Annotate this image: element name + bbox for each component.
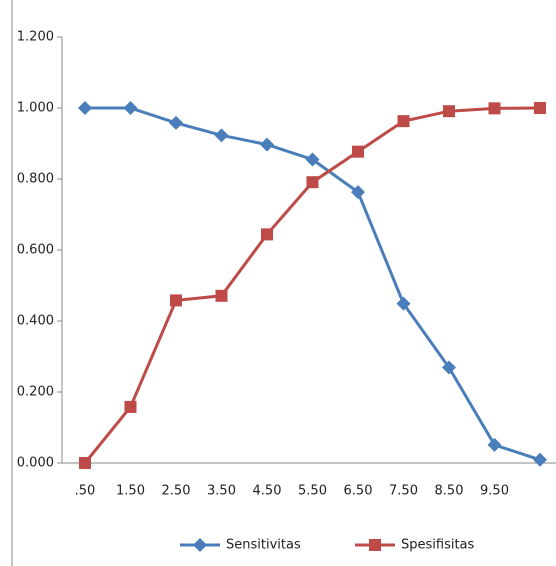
x-tick-label: 1.50 <box>116 484 145 499</box>
data-point <box>534 102 546 114</box>
y-tick-label: 1.200 <box>17 30 54 45</box>
data-point <box>78 101 92 115</box>
x-tick-label: 5.50 <box>298 484 327 499</box>
y-tick-label: 0.000 <box>17 456 54 471</box>
y-tick-label: 0.800 <box>17 172 54 187</box>
x-tick-label: 3.50 <box>207 484 236 499</box>
data-point <box>305 152 320 167</box>
x-tick-label: 4.50 <box>253 484 282 499</box>
data-point <box>261 228 273 241</box>
data-point <box>169 115 183 130</box>
data-point <box>397 115 410 128</box>
data-point <box>488 102 501 115</box>
data-point <box>123 101 138 115</box>
data-point <box>533 452 547 467</box>
data-point <box>215 289 228 302</box>
data-point <box>487 437 502 452</box>
data-point <box>396 296 411 311</box>
x-tick-label: 6.50 <box>344 484 373 499</box>
data-point <box>306 176 319 189</box>
data-point <box>351 185 365 200</box>
data-point <box>442 360 456 375</box>
y-tick-label: 0.400 <box>17 314 54 329</box>
data-point <box>170 294 182 307</box>
x-tick-label: 7.50 <box>389 484 418 499</box>
x-tick-label: .50 <box>75 484 96 499</box>
x-tick-label: 8.50 <box>435 484 464 499</box>
data-point <box>260 137 274 152</box>
legend-label: Sensitivitas <box>226 538 301 553</box>
data-point <box>214 128 229 143</box>
data-point <box>443 105 455 118</box>
legend-marker <box>193 538 207 552</box>
y-tick-label: 0.200 <box>17 385 54 400</box>
data-point <box>352 145 364 158</box>
legend-marker <box>369 539 381 551</box>
x-tick-label: 2.50 <box>162 484 191 499</box>
y-tick-label: 0.600 <box>17 243 54 258</box>
legend-label: Spesifisitas <box>401 538 475 553</box>
data-point <box>124 400 137 413</box>
x-tick-label: 9.50 <box>480 484 509 499</box>
data-point <box>79 457 91 469</box>
y-tick-label: 1.000 <box>17 101 54 116</box>
